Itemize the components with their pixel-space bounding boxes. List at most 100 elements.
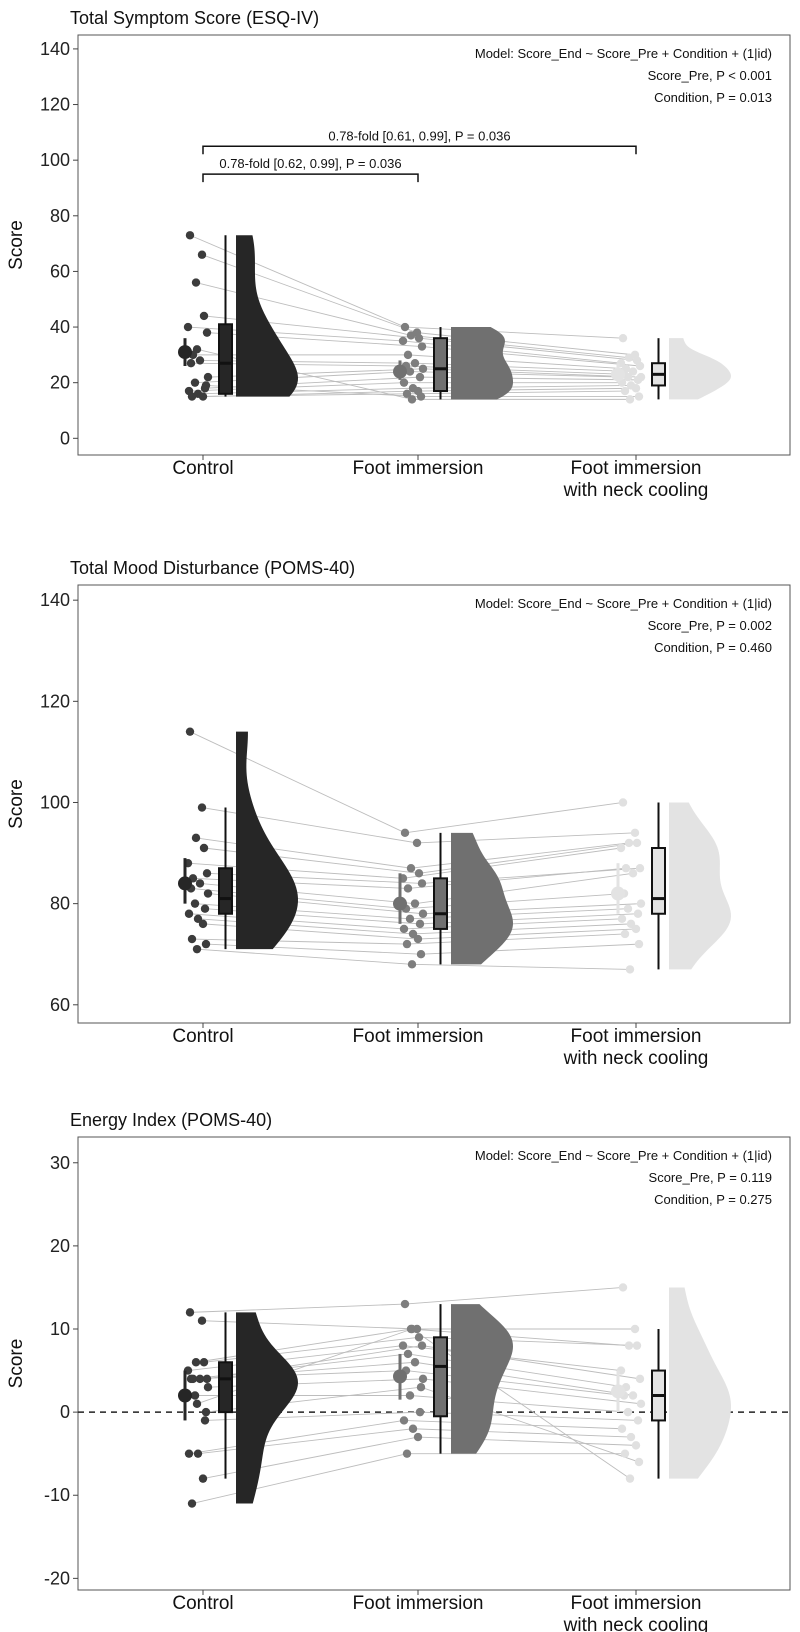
data-point [415, 1407, 425, 1417]
data-point [633, 909, 643, 918]
data-point [410, 359, 420, 368]
data-point [635, 1374, 645, 1384]
subject-line [404, 802, 624, 834]
mean-point [393, 896, 407, 911]
data-point [632, 1341, 642, 1350]
subject-line [417, 1436, 637, 1446]
group-1 [393, 828, 513, 969]
subject-line [412, 385, 632, 389]
data-point [634, 392, 644, 401]
data-point [623, 904, 633, 913]
data-point [630, 828, 640, 838]
subject-line [197, 918, 414, 935]
data-point [417, 879, 427, 888]
data-point [617, 1424, 627, 1433]
x-tick-label: Control [172, 1593, 233, 1614]
subject-line [412, 1428, 632, 1438]
subject-line [199, 1361, 416, 1380]
panel-2: Energy Index (POMS-40) Score -20 -10 0 10 20 30… [6, 1110, 791, 1632]
y-tick-label: 100 [40, 150, 70, 170]
data-point [184, 909, 194, 918]
data-point [624, 1341, 634, 1350]
data-point [405, 367, 415, 376]
y-tick-label: 10 [50, 1319, 70, 1339]
data-point [618, 333, 628, 343]
data-point [634, 939, 644, 949]
data-point [186, 359, 196, 368]
data-point [626, 1432, 636, 1442]
y-axis-label: Score [6, 1339, 27, 1389]
x-tick-label: with neck cooling [563, 1048, 709, 1069]
x-tick-label: Foot immersion [571, 458, 702, 479]
data-point [190, 1391, 200, 1400]
data-point [400, 1299, 410, 1309]
data-point [415, 919, 425, 929]
mean-point [611, 367, 625, 382]
subject-line [187, 862, 404, 879]
data-point [625, 965, 635, 974]
subject-line [189, 1303, 406, 1313]
mean-point [178, 1388, 192, 1403]
data-point [617, 914, 627, 924]
data-point [620, 386, 630, 396]
data-point [199, 311, 209, 321]
data-point [628, 1391, 638, 1400]
data-point [623, 1407, 633, 1417]
data-point [415, 372, 425, 382]
data-point [191, 833, 201, 843]
data-point [636, 899, 646, 908]
model-annotation: Condition, P = 0.275 [654, 1192, 772, 1207]
x-tick-label: Foot immersion [353, 458, 484, 479]
x-tick-label: Control [172, 1026, 233, 1047]
y-tick-label: 100 [40, 792, 70, 812]
comparison-bracket [202, 145, 637, 155]
subject-line [403, 1419, 623, 1430]
y-axis-label: Score [6, 779, 27, 829]
data-point [618, 1283, 628, 1292]
group-2 [611, 333, 731, 404]
data-point [202, 1374, 212, 1384]
data-point [403, 884, 413, 893]
data-point [199, 843, 209, 853]
x-tick-label: Control [172, 458, 233, 479]
data-point [199, 1358, 209, 1367]
y-tick-label: 140 [40, 39, 70, 59]
data-point [185, 727, 195, 736]
plot-frame [77, 584, 791, 1024]
data-point [414, 869, 424, 878]
subject-line [201, 254, 418, 334]
mean-point [393, 364, 407, 379]
subject-line [197, 1428, 414, 1455]
data-point [625, 1474, 635, 1483]
data-point [185, 231, 195, 240]
data-point [631, 1441, 641, 1450]
density-half-violin [669, 1287, 731, 1479]
data-point [624, 353, 634, 362]
data-point [417, 342, 427, 351]
data-point [413, 1432, 423, 1442]
data-point [418, 909, 428, 918]
density-half-violin [669, 802, 731, 970]
y-tick-label: 30 [50, 1153, 70, 1173]
data-point [192, 1399, 202, 1409]
y-tick-label: -20 [44, 1568, 70, 1588]
data-point [416, 950, 426, 959]
y-tick-label: 60 [50, 995, 70, 1015]
group-1 [393, 322, 513, 404]
group-0 [178, 727, 298, 954]
subject-line [417, 387, 637, 392]
mean-point [393, 1369, 407, 1384]
data-point [198, 1474, 208, 1483]
subject-line [416, 332, 636, 356]
data-point [405, 1391, 415, 1400]
y-tick-label: 20 [50, 373, 70, 393]
data-point [410, 1358, 420, 1367]
data-point [408, 1424, 418, 1433]
subject-line [417, 928, 637, 940]
data-point [203, 372, 213, 382]
data-point [185, 1308, 195, 1317]
model-annotation: Score_Pre, P < 0.001 [648, 68, 772, 83]
mean-point [611, 886, 625, 901]
data-point [412, 838, 422, 848]
subject-line [199, 359, 416, 364]
